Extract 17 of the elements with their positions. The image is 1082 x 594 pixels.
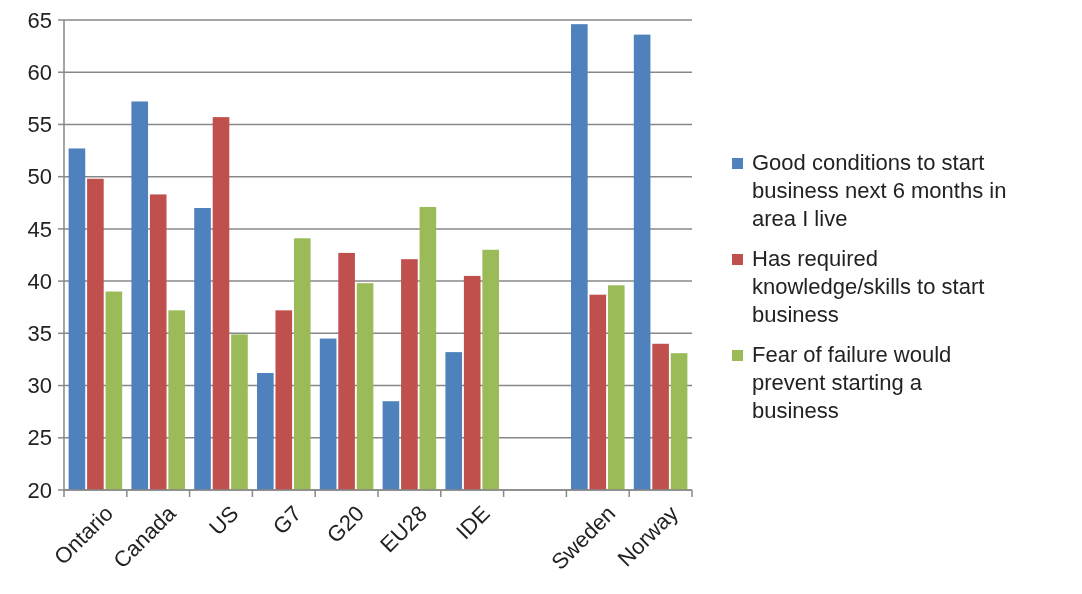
y-tick-label: 50 xyxy=(27,164,52,190)
legend-label: Has required knowledge/skills to start business xyxy=(752,246,985,327)
x-tick-label: US xyxy=(204,500,244,541)
y-tick-label: 55 xyxy=(27,112,52,138)
y-tick-label: 60 xyxy=(27,59,52,85)
y-tick-label: 20 xyxy=(27,477,52,503)
x-tick-label: IDE xyxy=(451,500,495,545)
y-tick-label: 40 xyxy=(27,268,52,294)
y-tick-label: 45 xyxy=(27,216,52,242)
x-tick-label: G20 xyxy=(321,500,370,548)
y-tick-label: 25 xyxy=(27,425,52,451)
x-tick-label: G7 xyxy=(267,500,307,540)
y-tick-label: 65 xyxy=(27,7,52,33)
y-tick-label: 35 xyxy=(27,321,52,347)
y-tick-label: 30 xyxy=(27,373,52,399)
legend-label: Good conditions to start business next 6 months in area I live xyxy=(752,150,1007,231)
legend-label: Fear of failure would prevent starting a business xyxy=(752,342,952,423)
